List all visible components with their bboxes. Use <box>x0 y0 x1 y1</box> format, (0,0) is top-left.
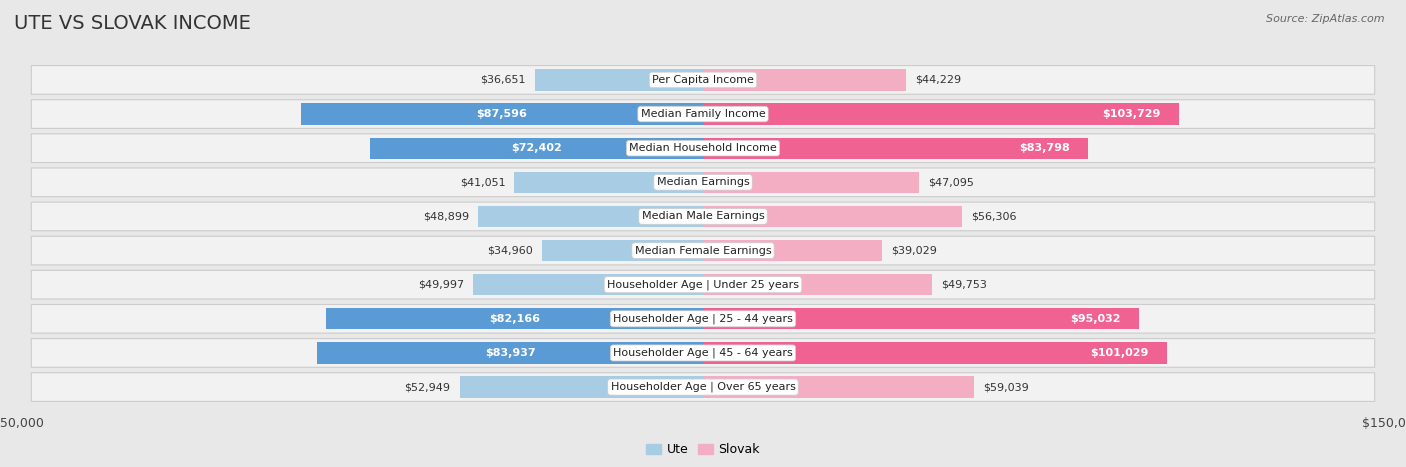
FancyBboxPatch shape <box>31 339 1375 367</box>
FancyBboxPatch shape <box>31 100 1375 128</box>
Text: $52,949: $52,949 <box>405 382 450 392</box>
Text: Median Household Income: Median Household Income <box>628 143 778 153</box>
Text: $34,960: $34,960 <box>488 246 533 255</box>
Text: $59,039: $59,039 <box>983 382 1029 392</box>
Bar <box>460 376 703 398</box>
FancyBboxPatch shape <box>31 134 1375 163</box>
Text: Median Male Earnings: Median Male Earnings <box>641 212 765 221</box>
Text: $41,051: $41,051 <box>460 177 505 187</box>
Text: $103,729: $103,729 <box>1102 109 1161 119</box>
FancyBboxPatch shape <box>31 373 1375 402</box>
Text: Median Female Earnings: Median Female Earnings <box>634 246 772 255</box>
Bar <box>474 274 703 295</box>
Text: $49,753: $49,753 <box>941 280 987 290</box>
Bar <box>703 69 905 91</box>
Text: UTE VS SLOVAK INCOME: UTE VS SLOVAK INCOME <box>14 14 250 33</box>
Text: $72,402: $72,402 <box>512 143 562 153</box>
Text: $83,937: $83,937 <box>485 348 536 358</box>
Bar <box>703 342 1167 363</box>
Bar <box>703 274 932 295</box>
Bar <box>478 206 703 227</box>
FancyBboxPatch shape <box>31 168 1375 197</box>
Legend: Ute, Slovak: Ute, Slovak <box>641 439 765 461</box>
Text: $44,229: $44,229 <box>915 75 962 85</box>
Text: $47,095: $47,095 <box>928 177 974 187</box>
Bar <box>515 172 703 193</box>
FancyBboxPatch shape <box>31 236 1375 265</box>
Text: $56,306: $56,306 <box>970 212 1017 221</box>
Text: $36,651: $36,651 <box>479 75 526 85</box>
Text: $49,997: $49,997 <box>418 280 464 290</box>
Text: Householder Age | 25 - 44 years: Householder Age | 25 - 44 years <box>613 313 793 324</box>
Bar <box>318 342 703 363</box>
Bar <box>703 206 962 227</box>
Text: Householder Age | Over 65 years: Householder Age | Over 65 years <box>610 382 796 392</box>
Bar <box>703 104 1180 125</box>
Text: Median Family Income: Median Family Income <box>641 109 765 119</box>
Bar <box>703 240 882 261</box>
Text: $101,029: $101,029 <box>1090 348 1149 358</box>
Text: Per Capita Income: Per Capita Income <box>652 75 754 85</box>
Text: $82,166: $82,166 <box>489 314 540 324</box>
FancyBboxPatch shape <box>31 270 1375 299</box>
Bar <box>703 308 1139 329</box>
FancyBboxPatch shape <box>31 202 1375 231</box>
Text: $87,596: $87,596 <box>477 109 527 119</box>
Bar <box>543 240 703 261</box>
Text: Householder Age | Under 25 years: Householder Age | Under 25 years <box>607 279 799 290</box>
FancyBboxPatch shape <box>31 304 1375 333</box>
Bar <box>370 138 703 159</box>
Bar <box>534 69 703 91</box>
Text: Median Earnings: Median Earnings <box>657 177 749 187</box>
Bar <box>703 172 920 193</box>
Bar <box>326 308 703 329</box>
Bar <box>703 138 1088 159</box>
Text: Householder Age | 45 - 64 years: Householder Age | 45 - 64 years <box>613 348 793 358</box>
FancyBboxPatch shape <box>31 65 1375 94</box>
Bar <box>301 104 703 125</box>
Text: $48,899: $48,899 <box>423 212 470 221</box>
Bar <box>703 376 974 398</box>
Text: Source: ZipAtlas.com: Source: ZipAtlas.com <box>1267 14 1385 24</box>
Text: $83,798: $83,798 <box>1019 143 1070 153</box>
Text: $39,029: $39,029 <box>891 246 938 255</box>
Text: $95,032: $95,032 <box>1070 314 1121 324</box>
